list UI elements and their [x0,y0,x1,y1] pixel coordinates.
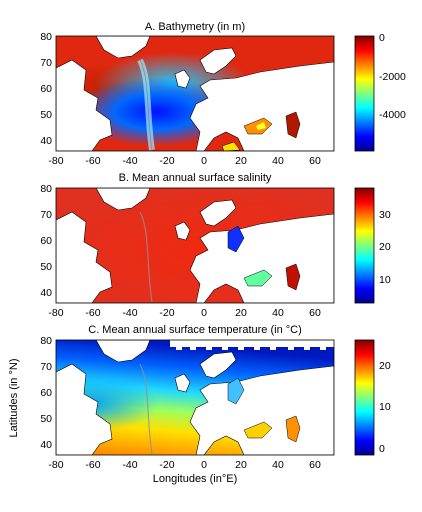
panel-b-cbar-tick-10: 10 [379,274,391,286]
panel-a-ytick-70: 70 [40,57,52,69]
panel-c-ytick-60: 60 [40,387,52,399]
panel-a: A. Bathymetry (in m) [40,21,406,167]
panel-c-cbar-tick-0: 0 [379,443,385,455]
panel-b-xtick-m60: -60 [85,307,100,319]
panel-b: B. Mean annual surface salinity 80 70 60… [40,172,391,319]
panel-a-ytick-50: 50 [40,109,52,121]
panel-c-seas [227,377,301,443]
panel-c-ytick-50: 50 [40,413,52,425]
panel-b-ticks: 80 70 60 50 40 -80 -60 -40 -20 0 20 40 6… [40,183,321,319]
panel-a-xtick-0: 0 [201,155,207,167]
panel-a-xtick-40: 40 [272,155,284,167]
panel-a-cbar-tick-m4000: -4000 [379,109,406,121]
panel-b-field [56,188,334,303]
panel-a-colorbar: 0 -2000 -4000 [354,32,406,152]
panel-c-axes [55,339,335,456]
panel-a-seas [221,111,301,151]
panel-c: C. Mean annual surface temperature (in °… [8,324,391,485]
panel-b-xtick-0: 0 [201,307,207,319]
panel-c-title: C. Mean annual surface temperature (in °… [88,324,302,336]
panel-c-xtick-40: 40 [272,459,284,471]
panel-c-ytick-80: 80 [40,335,52,347]
panel-c-ytick-70: 70 [40,361,52,373]
panel-a-xtick-60: 60 [309,155,321,167]
panel-a-cbar-tick-m2000: -2000 [379,71,406,83]
panel-c-xtick-20: 20 [235,459,247,471]
panel-b-ytick-60: 60 [40,235,52,247]
panel-c-colorbar: 20 10 0 [354,339,391,456]
panel-b-axes [55,187,335,304]
panel-c-xtick-60: 60 [309,459,321,471]
panel-c-field [56,340,334,455]
panel-b-ytick-50: 50 [40,261,52,273]
panel-b-ytick-40: 40 [40,287,52,299]
panel-b-colorbar: 30 20 10 [354,187,391,304]
panel-c-xtick-m80: -80 [48,459,63,471]
panel-c-xtick-m20: -20 [159,459,174,471]
panel-a-xtick-m80: -80 [48,155,63,167]
x-axis-label: Longitudes (in°E) [153,473,238,485]
panel-b-xtick-60: 60 [309,307,321,319]
panel-a-axes [55,35,335,152]
y-axis-label: Latitudes (in °N) [8,359,20,438]
panel-c-cbar-tick-20: 20 [379,360,391,372]
panel-b-xtick-m40: -40 [122,307,137,319]
panel-b-xtick-m20: -20 [159,307,174,319]
panel-c-cbar-tick-10: 10 [379,401,391,413]
panel-b-seas [227,225,301,291]
panel-a-ytick-40: 40 [40,135,52,147]
panel-b-xtick-40: 40 [272,307,284,319]
panel-c-xtick-m40: -40 [122,459,137,471]
panel-b-xtick-20: 20 [235,307,247,319]
panel-a-xtick-m40: -40 [122,155,137,167]
panel-a-ytick-60: 60 [40,83,52,95]
panel-a-ticks: 80 70 60 50 40 -80 -60 -40 -20 0 20 40 6… [40,31,321,167]
panel-b-title: B. Mean annual surface salinity [119,172,272,184]
panel-b-ytick-70: 70 [40,209,52,221]
panel-b-ytick-80: 80 [40,183,52,195]
panel-c-ytick-40: 40 [40,439,52,451]
panel-b-xtick-m80: -80 [48,307,63,319]
panel-a-xtick-m60: -60 [85,155,100,167]
panel-c-xtick-0: 0 [201,459,207,471]
panel-a-xtick-20: 20 [235,155,247,167]
panel-a-ytick-80: 80 [40,31,52,43]
panel-a-title: A. Bathymetry (in m) [145,21,245,33]
panel-c-arctic-ice [170,340,334,350]
panel-a-field [56,36,334,151]
panel-b-cbar-tick-30: 30 [379,209,391,221]
panel-c-ticks: 80 70 60 50 40 -80 -60 -40 -20 0 20 40 6… [40,335,321,471]
panel-a-xtick-m20: -20 [159,155,174,167]
panel-b-cbar-tick-20: 20 [379,241,391,253]
panel-a-cbar-tick-0: 0 [379,32,385,44]
panel-c-xtick-m60: -60 [85,459,100,471]
